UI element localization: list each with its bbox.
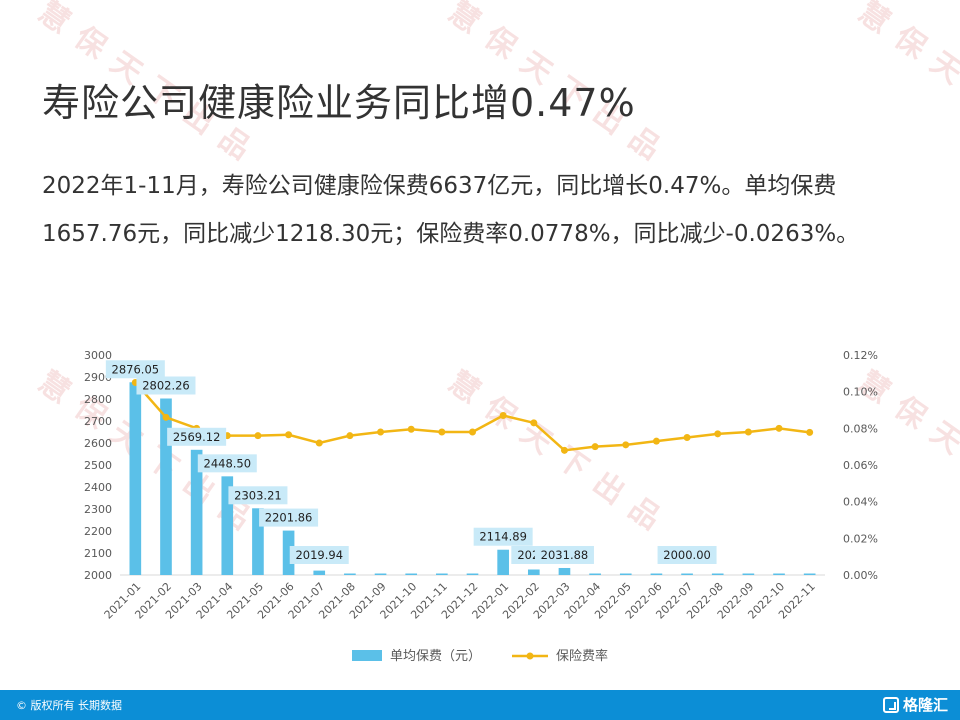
legend-label: 保险费率 [556, 648, 608, 664]
data-label-bg [473, 527, 533, 546]
y-right-tick-label: 0.08% [843, 422, 878, 435]
y-left-tick-label: 3000 [84, 349, 112, 362]
data-label-bg [105, 360, 165, 379]
line-point [652, 437, 660, 445]
summary-text: 2022年1-11月，寿险公司健康险保费6637亿元，同比增长0.47%。单均保… [42, 173, 860, 247]
line-point [499, 412, 507, 419]
bar [742, 573, 755, 575]
bar [129, 382, 142, 575]
y-right-tick-label: 0.04% [843, 496, 878, 509]
bar [558, 567, 571, 575]
data-label: 2876.05 [112, 362, 160, 376]
y-left-tick-label: 2800 [84, 393, 112, 406]
data-label-bg [197, 454, 257, 473]
logo-icon [882, 696, 899, 713]
watermark: 慧保天下出品 [851, 0, 960, 175]
line-point [683, 434, 691, 441]
bar [252, 508, 264, 575]
combo-chart: 2000 2100 2200 2300 2400 2500 2600 2700 2800 2900… [84, 349, 878, 664]
line-point [407, 425, 415, 433]
bar [589, 573, 601, 575]
y-left-tick-label: 2300 [84, 503, 112, 516]
y-left-tick-label: 2100 [84, 547, 112, 560]
y-right-tick-label: 0.00% [843, 569, 878, 582]
data-label-bg [534, 545, 594, 564]
line-point [377, 428, 385, 436]
line-point [714, 430, 722, 438]
line-series [134, 381, 810, 452]
data-label: 2019.94 [295, 548, 343, 562]
y-right-tick-label: 0.06% [843, 459, 878, 472]
line-point [254, 432, 262, 440]
y-left-tick-label: 2000 [84, 569, 112, 582]
line-point [315, 439, 323, 447]
brand-logo: 格隆汇 [882, 694, 948, 715]
bar [313, 570, 326, 575]
line-point [560, 446, 568, 454]
data-label: 2114.89 [479, 530, 527, 544]
y-right-tick-label: 0.02% [843, 532, 878, 545]
y-left-tick-label: 2600 [84, 437, 112, 450]
data-label-bg [259, 508, 319, 527]
line-point [530, 419, 538, 427]
bar [619, 573, 632, 575]
bar [436, 573, 448, 575]
bar [773, 573, 785, 575]
data-label: 2802.26 [142, 379, 190, 393]
line-point [346, 432, 354, 440]
data-label: 2569.12 [173, 430, 221, 444]
bar [650, 573, 663, 575]
line-point [438, 428, 446, 436]
logo-text: 格隆汇 [902, 696, 948, 714]
bar [160, 398, 172, 575]
bar [344, 573, 356, 575]
bar [374, 573, 387, 575]
legend-swatch-marker [526, 652, 534, 660]
y-left-tick-label: 2700 [84, 415, 112, 428]
data-label-bg [228, 486, 288, 505]
bar [282, 530, 295, 575]
bar [527, 569, 540, 575]
line-point [162, 413, 170, 421]
page-title: 寿险公司健康险业务同比增0.47% [42, 81, 636, 125]
bar [405, 573, 418, 575]
line-point [591, 443, 599, 451]
line-point [622, 441, 630, 449]
y-left-tick-label: 2500 [84, 459, 112, 472]
line-point [285, 431, 293, 439]
data-label: 2031.88 [541, 548, 589, 562]
data-label-bg [657, 546, 717, 564]
data-label: 2448.50 [204, 456, 252, 470]
data-label-bg [136, 376, 196, 395]
data-label-bg [167, 427, 227, 446]
legend-label: 单均保费（元） [390, 649, 481, 664]
data-label-bg [289, 546, 349, 564]
bar [190, 449, 203, 575]
bar [466, 573, 479, 575]
data-label: 2303.21 [234, 488, 282, 502]
line-point [744, 428, 752, 436]
line-point [775, 424, 783, 432]
data-label: 2201.86 [265, 511, 313, 525]
line-point [806, 428, 814, 436]
y-left-tick-label: 2900 [84, 371, 112, 384]
bar [711, 573, 724, 575]
y-right-tick-label: 0.10% [843, 386, 878, 399]
line-point [469, 428, 476, 436]
bar [221, 476, 234, 575]
data-label: 2000.00 [663, 548, 711, 562]
bar [803, 573, 816, 575]
bar [681, 573, 693, 575]
y-left-tick-label: 2200 [84, 525, 112, 538]
footer-copyright: © 版权所有 长期数据 [16, 699, 122, 712]
footer-bar: © 版权所有 长期数据 格隆汇 [0, 690, 960, 720]
y-right-tick-label: 0.12% [843, 349, 878, 362]
y-left-tick-label: 2400 [84, 481, 112, 494]
legend-swatch-bar [352, 650, 382, 661]
bar [497, 549, 509, 575]
